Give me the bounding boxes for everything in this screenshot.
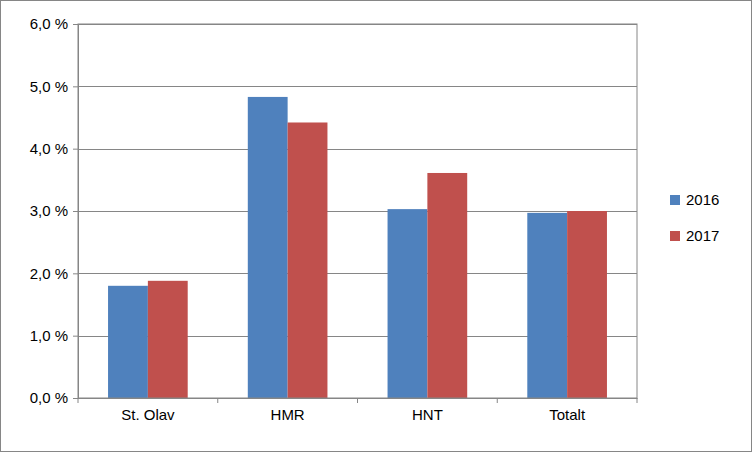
tick: 0,0 % — [30, 389, 78, 406]
tick: St. Olav — [121, 398, 175, 423]
legend-swatch — [670, 195, 680, 205]
legend-entry: 2016 — [670, 191, 719, 208]
plot-frame — [78, 24, 637, 398]
plot: 0,0 % 1,0 % 2,0 % 3,0 % 4,0 % 5,0 % 6,0 % St. O… — [30, 15, 638, 422]
grid — [78, 25, 637, 399]
bar — [248, 97, 288, 398]
tick: HNT — [412, 398, 443, 423]
tick-mark — [73, 336, 78, 337]
tick-mark — [73, 211, 78, 212]
tick-label: 2,0 % — [30, 265, 68, 282]
bar — [527, 213, 567, 398]
bar — [427, 173, 467, 398]
category-label: Totalt — [549, 406, 586, 423]
tick: 2,0 % — [30, 265, 78, 282]
legend-label: 2017 — [686, 227, 719, 244]
separator — [217, 398, 218, 403]
tick: 1,0 % — [30, 327, 78, 344]
tick-label: 5,0 % — [30, 78, 68, 95]
tick-mark — [73, 86, 78, 87]
tick-label: 3,0 % — [30, 202, 68, 219]
separator — [497, 398, 498, 403]
bar — [388, 209, 428, 398]
y-axis: 0,0 % 1,0 % 2,0 % 3,0 % 4,0 % 5,0 % 6,0 % — [30, 15, 79, 406]
tick: 4,0 % — [30, 140, 78, 157]
tick-mark — [73, 398, 78, 399]
grid-line — [78, 149, 637, 150]
legend: 2016 2017 — [670, 191, 719, 244]
tick-label: 1,0 % — [30, 327, 68, 344]
category-label: St. Olav — [121, 406, 175, 423]
tick-mark — [73, 273, 78, 274]
tick: HMR — [271, 398, 305, 423]
tick-label: 6,0 % — [30, 15, 68, 32]
bar — [567, 211, 607, 398]
x-separators — [78, 398, 637, 403]
legend-label: 2016 — [686, 191, 719, 208]
category-label: HNT — [412, 406, 443, 423]
separator — [637, 398, 638, 403]
bar — [148, 281, 188, 398]
legend-swatch — [670, 231, 680, 241]
tick-mark — [73, 24, 78, 25]
separator — [78, 398, 79, 403]
tick-mark — [73, 149, 78, 150]
tick-label: 4,0 % — [30, 140, 68, 157]
tick: Totalt — [549, 398, 586, 423]
tick-label: 0,0 % — [30, 389, 68, 406]
chart: 0,0 % 1,0 % 2,0 % 3,0 % 4,0 % 5,0 % 6,0 % St. O… — [0, 0, 752, 452]
x-axis: St. Olav HMR HNT Totalt — [79, 398, 638, 423]
bar — [288, 122, 328, 398]
grid-line — [78, 86, 637, 87]
bar — [108, 286, 148, 398]
category-label: HMR — [271, 406, 305, 423]
tick: 3,0 % — [30, 202, 78, 219]
bars — [108, 97, 607, 398]
legend-entry: 2017 — [670, 227, 719, 244]
chart-border — [1, 1, 752, 452]
grid-line — [78, 211, 637, 212]
separator — [357, 398, 358, 403]
tick: 5,0 % — [30, 78, 78, 95]
tick: 6,0 % — [30, 15, 78, 32]
